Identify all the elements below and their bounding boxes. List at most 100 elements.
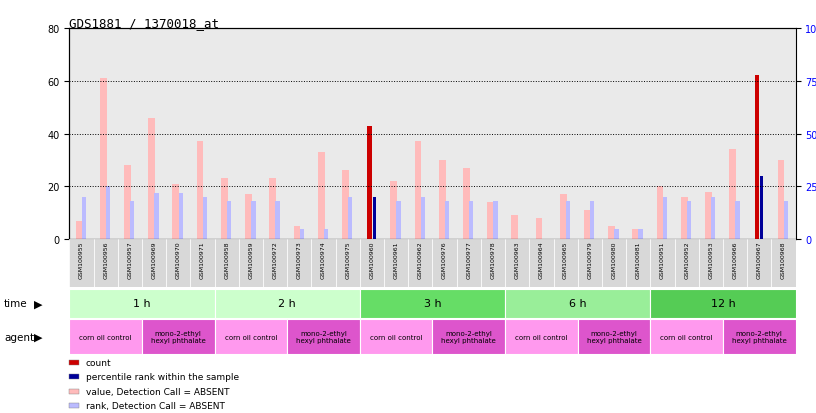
Text: GSM100978: GSM100978: [490, 241, 495, 278]
Bar: [69, 240, 94, 287]
Bar: [723, 319, 796, 354]
Bar: [149, 119, 155, 240]
Bar: [711, 197, 716, 240]
Bar: [487, 203, 494, 240]
Bar: [221, 179, 228, 240]
Text: value, Detection Call = ABSENT: value, Detection Call = ABSENT: [86, 387, 229, 396]
Bar: [771, 29, 796, 240]
Bar: [505, 289, 650, 318]
Bar: [251, 202, 255, 240]
Bar: [215, 289, 360, 318]
Bar: [650, 289, 796, 318]
Bar: [420, 197, 425, 240]
Text: count: count: [86, 358, 111, 367]
Bar: [215, 240, 239, 287]
Bar: [493, 202, 498, 240]
Bar: [239, 29, 263, 240]
Text: GSM100964: GSM100964: [539, 241, 544, 278]
Bar: [530, 240, 553, 287]
Text: time: time: [4, 299, 28, 309]
Bar: [565, 202, 570, 240]
Bar: [415, 142, 421, 240]
Bar: [142, 319, 215, 354]
Bar: [69, 29, 94, 240]
Bar: [698, 29, 723, 240]
Text: percentile rank within the sample: percentile rank within the sample: [86, 372, 239, 381]
Text: GSM100974: GSM100974: [321, 241, 326, 279]
Bar: [608, 226, 615, 240]
Bar: [215, 319, 287, 354]
Bar: [335, 240, 360, 287]
Bar: [698, 240, 723, 287]
Text: corn oil control: corn oil control: [79, 334, 132, 340]
Bar: [590, 202, 594, 240]
Bar: [263, 29, 287, 240]
Text: mono-2-ethyl
hexyl phthalate: mono-2-ethyl hexyl phthalate: [587, 330, 641, 343]
Bar: [373, 197, 375, 240]
Bar: [348, 197, 353, 240]
Bar: [602, 29, 626, 240]
Text: 2 h: 2 h: [278, 299, 296, 309]
Bar: [287, 29, 312, 240]
Bar: [457, 29, 481, 240]
Bar: [100, 79, 107, 240]
Text: GSM100977: GSM100977: [466, 241, 472, 279]
Bar: [505, 319, 578, 354]
Bar: [287, 240, 312, 287]
Text: corn oil control: corn oil control: [224, 334, 277, 340]
Bar: [317, 153, 325, 240]
Text: rank, Detection Call = ABSENT: rank, Detection Call = ABSENT: [86, 401, 224, 410]
Bar: [723, 29, 747, 240]
Bar: [681, 197, 688, 240]
Bar: [106, 187, 110, 240]
Text: GSM100968: GSM100968: [781, 241, 786, 278]
Text: GSM100980: GSM100980: [611, 241, 617, 278]
Bar: [505, 240, 530, 287]
Bar: [408, 240, 432, 287]
Bar: [553, 240, 578, 287]
Bar: [614, 229, 619, 240]
Bar: [312, 240, 335, 287]
Text: GSM100958: GSM100958: [224, 241, 229, 278]
Text: ▶: ▶: [34, 299, 42, 309]
Bar: [723, 240, 747, 287]
Bar: [530, 29, 553, 240]
Bar: [190, 29, 215, 240]
Text: ▶: ▶: [34, 332, 42, 342]
Text: mono-2-ethyl
hexyl phthalate: mono-2-ethyl hexyl phthalate: [732, 330, 787, 343]
Bar: [761, 176, 763, 240]
Bar: [299, 229, 304, 240]
Bar: [397, 202, 401, 240]
Text: GSM100975: GSM100975: [345, 241, 350, 278]
Text: GSM100966: GSM100966: [733, 241, 738, 278]
Text: corn oil control: corn oil control: [370, 334, 423, 340]
Bar: [632, 229, 639, 240]
Bar: [324, 229, 328, 240]
Bar: [384, 29, 408, 240]
Bar: [657, 187, 663, 240]
Bar: [560, 195, 566, 240]
Bar: [687, 202, 691, 240]
Bar: [553, 29, 578, 240]
Text: GSM100972: GSM100972: [273, 241, 277, 279]
Bar: [602, 240, 626, 287]
Text: GSM100963: GSM100963: [515, 241, 520, 278]
Bar: [166, 240, 190, 287]
Bar: [650, 29, 675, 240]
Bar: [730, 150, 736, 240]
Text: 1 h: 1 h: [133, 299, 151, 309]
Text: GSM100962: GSM100962: [418, 241, 423, 278]
Bar: [227, 202, 231, 240]
Bar: [367, 126, 372, 240]
Bar: [69, 289, 215, 318]
Text: GSM100973: GSM100973: [297, 241, 302, 279]
Bar: [578, 319, 650, 354]
Text: GDS1881 / 1370018_at: GDS1881 / 1370018_at: [69, 17, 220, 29]
Bar: [650, 319, 723, 354]
Bar: [263, 240, 287, 287]
Bar: [469, 202, 473, 240]
Bar: [675, 240, 698, 287]
Text: GSM100967: GSM100967: [756, 241, 762, 278]
Bar: [76, 221, 82, 240]
Bar: [239, 240, 263, 287]
